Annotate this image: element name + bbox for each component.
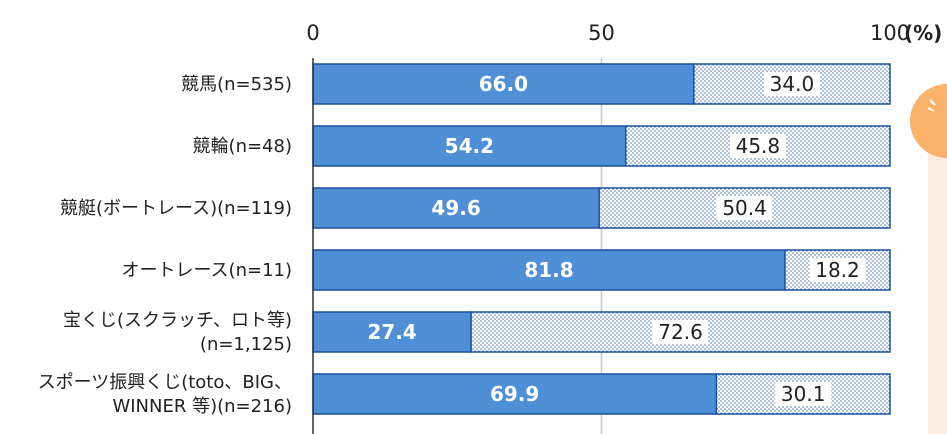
bar-segment-solid <box>312 63 695 105</box>
data-label: 81.8 <box>524 258 573 282</box>
value-label-background <box>809 258 866 282</box>
data-label: 18.2 <box>815 258 860 282</box>
category-label: 宝くじ(スクラッチ、ロト等) <box>63 310 292 331</box>
value-label-background <box>716 196 773 220</box>
x-tick-label: 0 <box>306 21 319 45</box>
value-label-background <box>652 320 709 344</box>
data-label: 69.9 <box>490 382 539 406</box>
side-panel-decoration <box>928 120 947 434</box>
category-label: (n=1,125) <box>200 334 292 355</box>
category-label: WINNER 等)(n=216) <box>112 396 292 417</box>
x-tick-label: 100 <box>870 21 910 45</box>
category-label: 競艇(ボートレース)(n=119) <box>60 198 292 219</box>
value-label-background <box>729 134 786 158</box>
labels: 競馬(n=535) 66.0 34.0 競輪(n=48) 54.2 45.8 競艇(ボートレ… <box>38 72 866 417</box>
category-label: オートレース(n=11) <box>121 260 292 281</box>
data-label: 66.0 <box>479 72 528 96</box>
data-label: 27.4 <box>367 320 416 344</box>
category-label: 競輪(n=48) <box>193 136 292 157</box>
x-axis-unit: (%) <box>904 21 942 45</box>
bar-segment-solid <box>312 125 627 167</box>
value-label-background <box>763 72 820 96</box>
axes: 0 50 100(%) <box>306 21 942 434</box>
data-label: 72.6 <box>658 320 703 344</box>
lightbulb-icon <box>910 84 947 158</box>
x-tick-label: 50 <box>588 21 615 45</box>
lightbulb-rays <box>927 99 936 112</box>
data-label: 30.1 <box>781 382 826 406</box>
category-label: スポーツ振興くじ(toto、BIG、 <box>38 372 292 393</box>
data-label: 49.6 <box>431 196 480 220</box>
data-label: 34.0 <box>770 72 815 96</box>
data-label: 54.2 <box>445 134 494 158</box>
bars <box>312 63 891 415</box>
category-label: 競馬(n=535) <box>181 74 292 95</box>
value-label-background <box>775 382 832 406</box>
data-label: 45.8 <box>736 134 781 158</box>
data-label: 50.4 <box>722 196 767 220</box>
bar-segment-solid <box>312 187 600 229</box>
